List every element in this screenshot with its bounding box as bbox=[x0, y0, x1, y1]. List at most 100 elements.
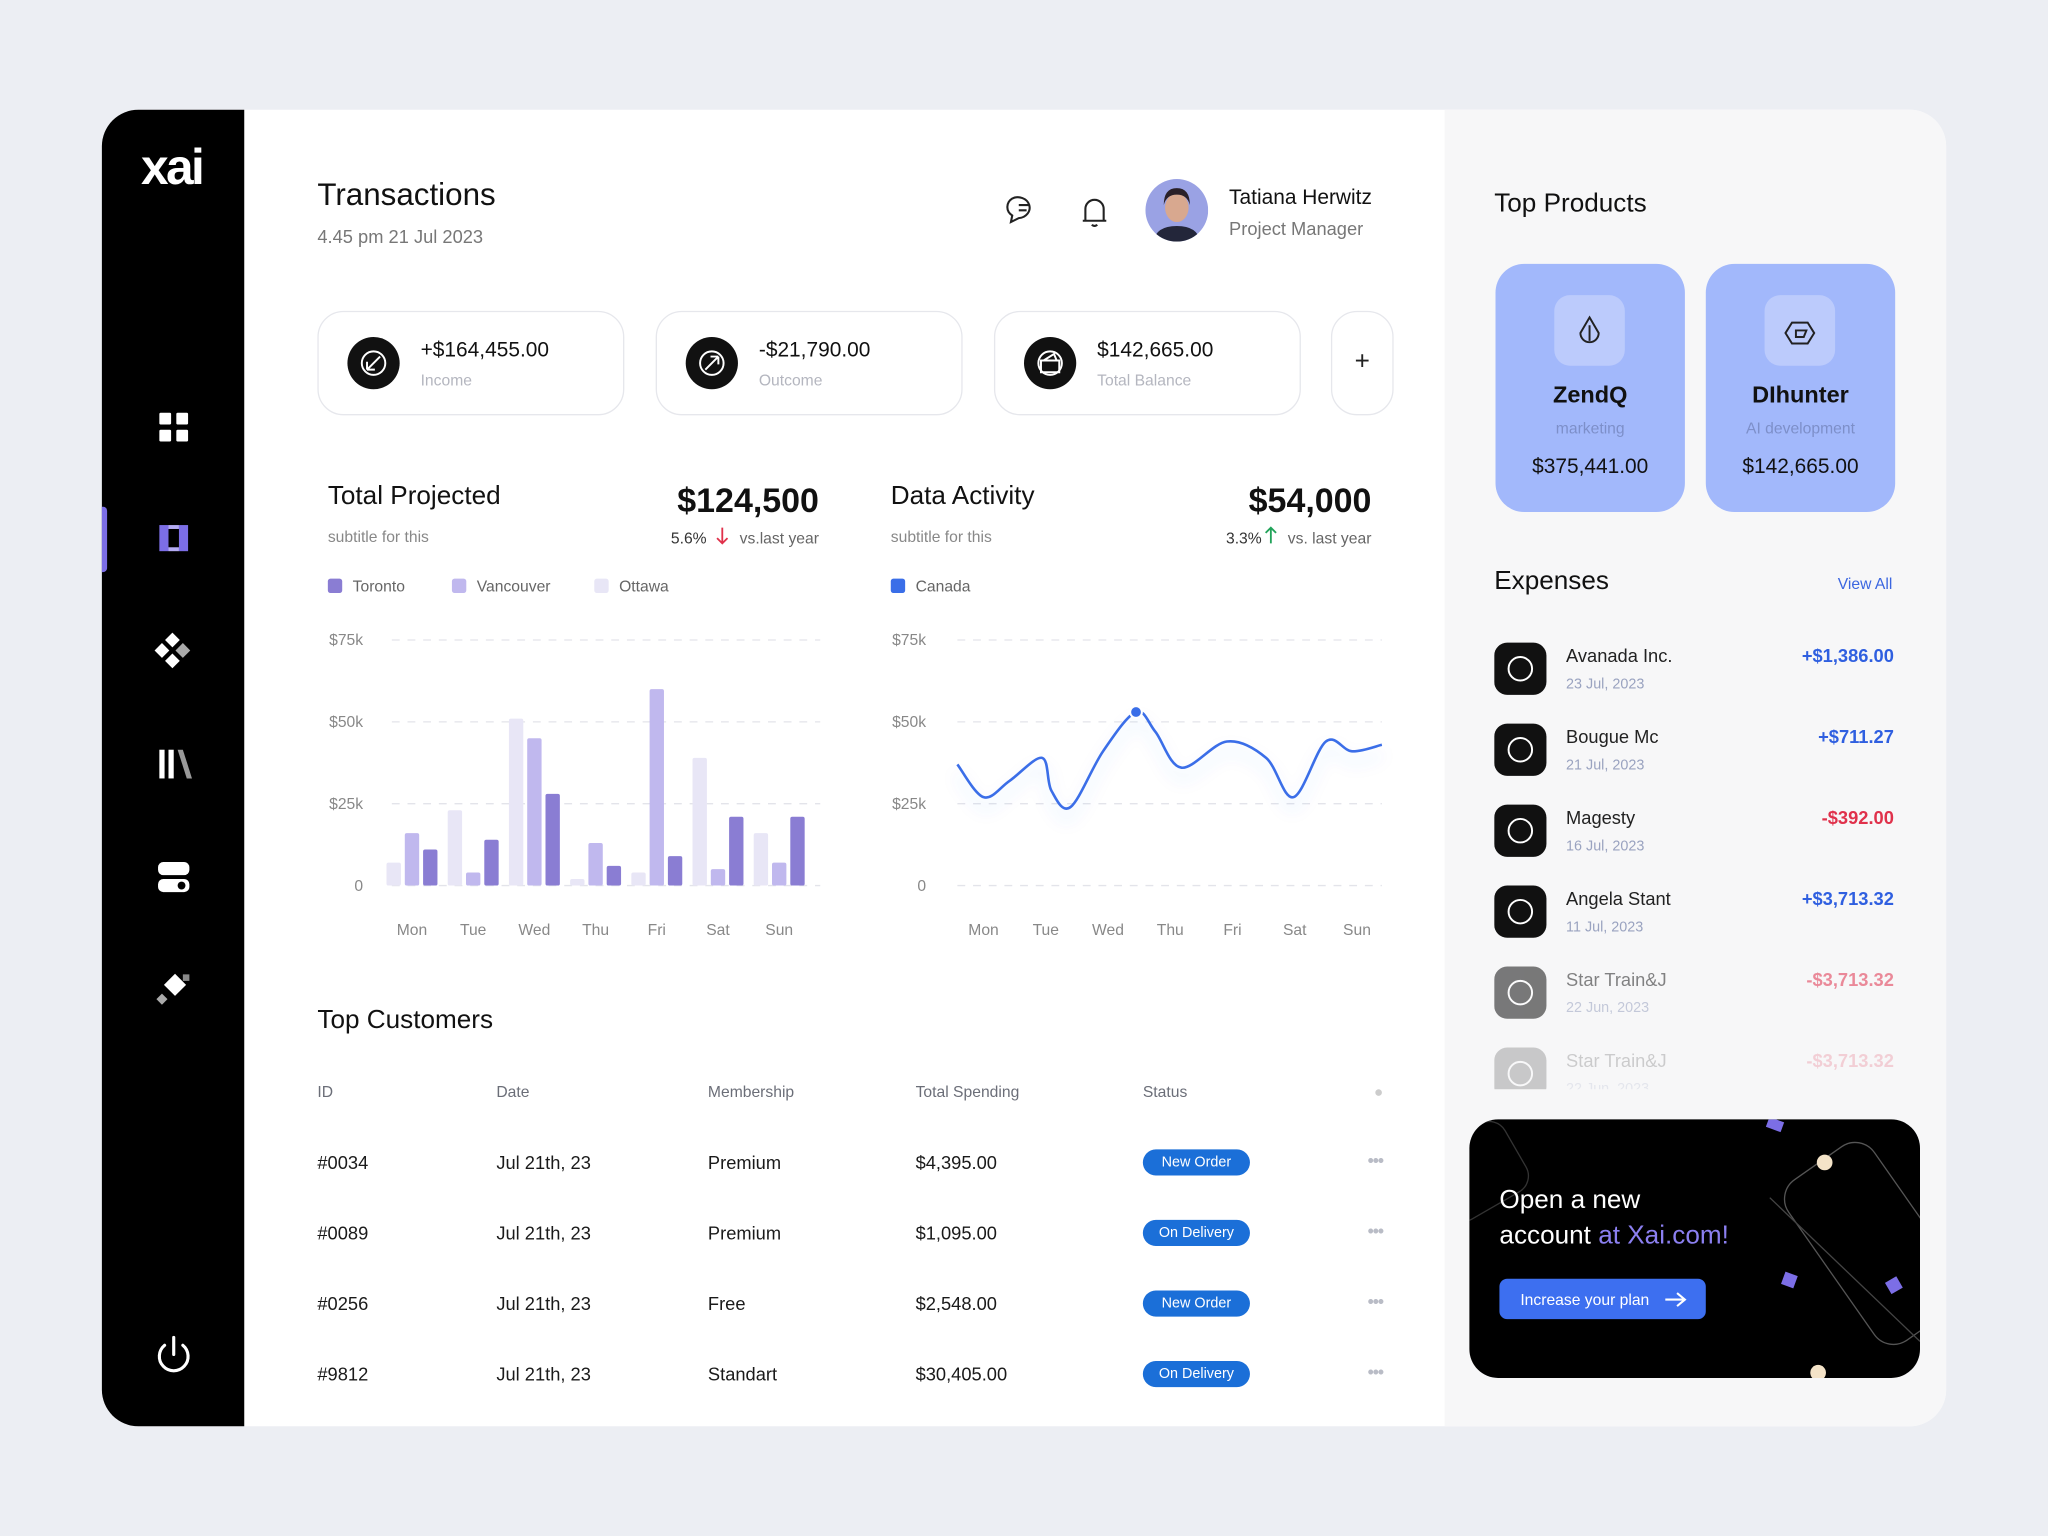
expense-name: Avanada Inc. bbox=[1566, 645, 1673, 667]
y-tick-label: 0 bbox=[354, 878, 363, 895]
add-label[interactable]: + bbox=[1354, 347, 1370, 377]
expense-name: Star Train&J bbox=[1566, 969, 1667, 991]
legend-label: Toronto bbox=[352, 577, 405, 596]
row-menu[interactable]: ••• bbox=[1367, 1290, 1385, 1312]
chat-icon[interactable] bbox=[1006, 196, 1031, 224]
x-tick-label: Sun bbox=[765, 922, 793, 939]
product-amount: $375,441.00 bbox=[1532, 455, 1649, 479]
arrow-icon bbox=[1665, 1292, 1687, 1307]
x-tick-label: Mon bbox=[968, 922, 998, 939]
nav-settings[interactable] bbox=[158, 862, 190, 893]
expense-logo bbox=[1494, 723, 1547, 776]
icon-glyph bbox=[1784, 321, 1816, 345]
expense-row[interactable]: Star Train&J 22 Jun, 2023 -$3,713.32 bbox=[1494, 1047, 1894, 1090]
nav-transactions[interactable] bbox=[159, 525, 189, 552]
x-tick-label: Thu bbox=[582, 922, 609, 939]
bar bbox=[667, 856, 683, 886]
summary-card: $142,665.00 Total Balance bbox=[993, 310, 1301, 416]
expenses-title: Expenses bbox=[1494, 566, 1609, 596]
bar bbox=[790, 816, 805, 886]
customers-title: Top Customers bbox=[317, 1005, 494, 1035]
legend-item: Ottawa bbox=[594, 577, 669, 596]
chart-title: Data Activity bbox=[890, 481, 1035, 511]
cell: $1,095.00 bbox=[915, 1222, 997, 1244]
header-icons bbox=[1006, 196, 1107, 227]
card-glyph bbox=[360, 350, 387, 376]
expense-row[interactable]: Avanada Inc. 23 Jul, 2023 +$1,386.00 bbox=[1494, 642, 1894, 700]
add-card[interactable]: + bbox=[1330, 310, 1394, 416]
logo-glyph bbox=[1507, 898, 1534, 925]
cell: $30,405.00 bbox=[915, 1363, 1008, 1385]
button-label[interactable]: Increase your plan bbox=[1520, 1290, 1650, 1309]
down-arrow bbox=[716, 527, 729, 545]
bar bbox=[527, 738, 542, 886]
expense-date: 16 Jul, 2023 bbox=[1566, 838, 1645, 855]
expense-row[interactable]: Magesty 16 Jul, 2023 -$392.00 bbox=[1494, 804, 1894, 862]
change-value: 3.3% bbox=[1225, 528, 1262, 548]
status-pill: New Order bbox=[1142, 1149, 1250, 1176]
column-menu[interactable] bbox=[1375, 1089, 1382, 1096]
bar bbox=[606, 865, 622, 886]
bar bbox=[710, 869, 726, 886]
expense-row[interactable]: Angela Stant 11 Jul, 2023 +$3,713.32 bbox=[1494, 885, 1894, 943]
x-tick-label: Tue bbox=[460, 922, 487, 939]
legend-item: Toronto bbox=[327, 577, 405, 596]
expense-logo bbox=[1494, 642, 1547, 695]
page-title: Transactions bbox=[317, 177, 496, 213]
view-all[interactable]: View All bbox=[1837, 574, 1893, 593]
products-title: Top Products bbox=[1494, 189, 1647, 219]
expense-logo bbox=[1494, 1047, 1547, 1090]
card-icon bbox=[685, 336, 738, 390]
expense-row[interactable]: Bougue Mc 21 Jul, 2023 +$711.27 bbox=[1494, 723, 1894, 781]
summary-card: -$21,790.00 Outcome bbox=[655, 310, 963, 416]
bar bbox=[484, 839, 499, 886]
nav-dashboard[interactable] bbox=[159, 412, 189, 442]
expense-logo bbox=[1494, 966, 1547, 1019]
upgrade-button[interactable]: Increase your plan bbox=[1499, 1278, 1706, 1320]
expense-row[interactable]: Star Train&J 22 Jun, 2023 -$3,713.32 bbox=[1494, 966, 1894, 1024]
product-card[interactable]: DIhunter AI development $142,665.00 bbox=[1705, 263, 1896, 512]
change-label: vs.last year bbox=[739, 528, 819, 548]
x-tick-label: Fri bbox=[1223, 922, 1241, 939]
promo-line2: account at Xai.com! bbox=[1499, 1221, 1728, 1251]
bar bbox=[649, 689, 664, 886]
product-name: ZendQ bbox=[1552, 381, 1628, 408]
expense-date: 11 Jul, 2023 bbox=[1566, 919, 1644, 936]
card-amount: -$21,790.00 bbox=[758, 339, 871, 362]
bell-icon[interactable] bbox=[1082, 198, 1107, 227]
card-label: Outcome bbox=[758, 370, 823, 390]
y-tick-label: $50k bbox=[329, 714, 363, 731]
highlight-point bbox=[1129, 705, 1143, 719]
change-label: vs. last year bbox=[1287, 528, 1372, 548]
legend-item: Canada bbox=[890, 577, 971, 596]
cell: Premium bbox=[707, 1222, 782, 1244]
x-tick-label: Thu bbox=[1157, 922, 1184, 939]
status-pill: New Order bbox=[1142, 1290, 1250, 1317]
legend-swatch bbox=[327, 578, 343, 593]
bar bbox=[631, 872, 646, 886]
column-header: Membership bbox=[707, 1082, 795, 1102]
nav-library[interactable] bbox=[159, 749, 192, 779]
logo-glyph bbox=[1507, 817, 1534, 844]
product-category: AI development bbox=[1746, 419, 1855, 438]
legend-item: Vancouver bbox=[451, 577, 551, 596]
nav-icons bbox=[154, 412, 192, 1373]
promo: Open a new account at Xai.com! Increase … bbox=[1469, 1119, 1920, 1378]
expense-date: 22 Jun, 2023 bbox=[1566, 1000, 1650, 1017]
row-menu[interactable]: ••• bbox=[1367, 1360, 1385, 1382]
row-menu[interactable]: ••• bbox=[1367, 1219, 1385, 1241]
bar bbox=[508, 718, 524, 886]
cell: Free bbox=[707, 1293, 746, 1314]
row-menu[interactable]: ••• bbox=[1367, 1149, 1385, 1171]
bar bbox=[570, 879, 585, 886]
power[interactable] bbox=[157, 1335, 190, 1373]
column-header: ID bbox=[317, 1082, 334, 1102]
bar bbox=[692, 757, 707, 886]
product-card[interactable]: ZendQ marketing $375,441.00 bbox=[1495, 263, 1685, 512]
legend-label: Vancouver bbox=[476, 577, 551, 596]
promo-account: account bbox=[1499, 1221, 1591, 1250]
expense-amount: +$711.27 bbox=[1818, 726, 1894, 748]
